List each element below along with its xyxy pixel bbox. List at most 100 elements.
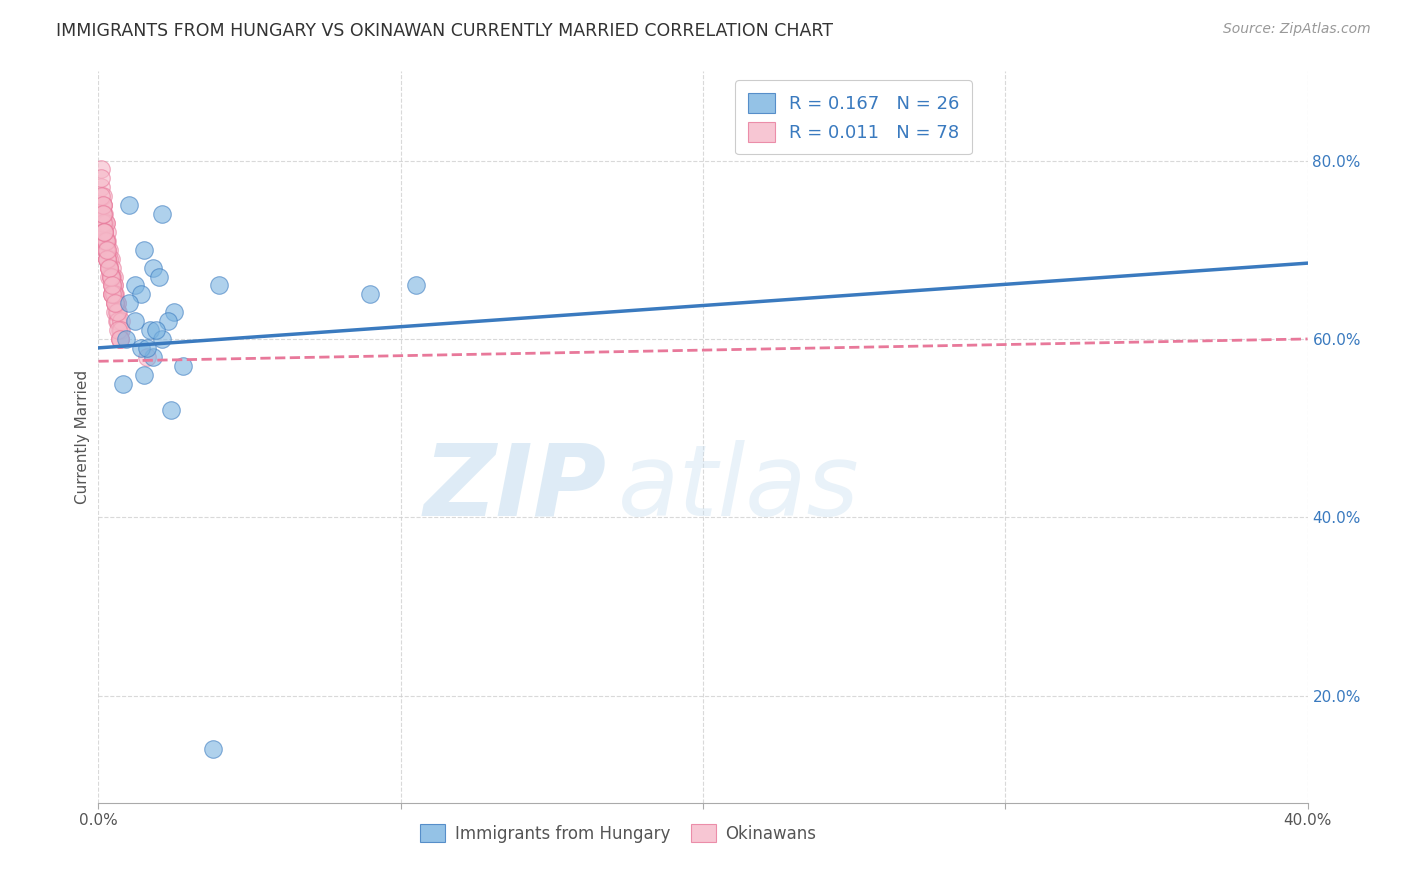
Point <box>132 368 155 382</box>
Point <box>93 216 115 230</box>
Point <box>108 323 131 337</box>
Point <box>118 296 141 310</box>
Point <box>108 332 131 346</box>
Point <box>135 350 157 364</box>
Point <box>100 269 122 284</box>
Point <box>93 225 115 239</box>
Point <box>96 252 118 266</box>
Text: IMMIGRANTS FROM HUNGARY VS OKINAWAN CURRENTLY MARRIED CORRELATION CHART: IMMIGRANTS FROM HUNGARY VS OKINAWAN CURR… <box>56 22 834 40</box>
Point <box>91 207 114 221</box>
Point <box>114 332 136 346</box>
Point <box>98 260 121 275</box>
Point <box>98 260 121 275</box>
Point <box>96 252 118 266</box>
Legend: Immigrants from Hungary, Okinawans: Immigrants from Hungary, Okinawans <box>413 817 823 849</box>
Point <box>100 269 122 284</box>
Point <box>142 350 165 364</box>
Point <box>118 198 141 212</box>
Point <box>103 278 125 293</box>
Point <box>100 269 122 284</box>
Point <box>101 278 124 293</box>
Point <box>108 332 131 346</box>
Point <box>129 287 152 301</box>
Point <box>163 305 186 319</box>
Point <box>91 189 114 203</box>
Point <box>96 243 118 257</box>
Point <box>93 225 115 239</box>
Point <box>94 234 117 248</box>
Point <box>202 742 225 756</box>
Point <box>98 252 121 266</box>
Point <box>96 252 118 266</box>
Point <box>103 269 125 284</box>
Point <box>142 260 165 275</box>
Point <box>132 243 155 257</box>
Point <box>93 234 115 248</box>
Point <box>124 278 146 293</box>
Point <box>91 198 114 212</box>
Point <box>94 216 117 230</box>
Point <box>110 323 132 337</box>
Point <box>98 260 121 275</box>
Point <box>96 243 118 257</box>
Point <box>135 341 157 355</box>
Point <box>124 314 146 328</box>
Point <box>208 278 231 293</box>
Point <box>91 207 114 221</box>
Point <box>100 269 122 284</box>
Point <box>94 234 117 248</box>
Point <box>103 278 125 293</box>
Point <box>96 234 118 248</box>
Point <box>156 314 179 328</box>
Point <box>103 287 125 301</box>
Point <box>108 332 131 346</box>
Text: Source: ZipAtlas.com: Source: ZipAtlas.com <box>1223 22 1371 37</box>
Y-axis label: Currently Married: Currently Married <box>75 370 90 504</box>
Point <box>129 341 152 355</box>
Point <box>150 207 173 221</box>
Point <box>93 225 115 239</box>
Point <box>101 287 124 301</box>
Point <box>98 260 121 275</box>
Point <box>90 189 112 203</box>
Point <box>98 269 121 284</box>
Point <box>90 180 112 194</box>
Point <box>107 314 129 328</box>
Point <box>104 305 127 319</box>
Point <box>104 296 127 310</box>
Point <box>91 198 114 212</box>
Point <box>101 278 124 293</box>
Text: atlas: atlas <box>619 440 860 537</box>
Point <box>98 243 121 257</box>
Point <box>360 287 382 301</box>
Point <box>107 323 129 337</box>
Point <box>103 287 125 301</box>
Point <box>94 216 117 230</box>
Point <box>100 252 122 266</box>
Point <box>105 296 128 310</box>
Point <box>104 296 127 310</box>
Point <box>105 305 128 319</box>
Point <box>148 269 170 284</box>
Point <box>94 243 117 257</box>
Point <box>96 252 118 266</box>
Point <box>101 287 124 301</box>
Point <box>91 198 114 212</box>
Point <box>94 243 117 257</box>
Point <box>150 332 173 346</box>
Point <box>145 323 167 337</box>
Point <box>110 314 132 328</box>
Point <box>90 207 112 221</box>
Point <box>90 162 112 177</box>
Point <box>101 269 124 284</box>
Point <box>94 234 117 248</box>
Point <box>96 225 118 239</box>
Point <box>91 216 114 230</box>
Text: ZIP: ZIP <box>423 440 606 537</box>
Point <box>90 171 112 186</box>
Point <box>111 376 134 391</box>
Point <box>104 296 127 310</box>
Point <box>104 287 127 301</box>
Point <box>101 287 124 301</box>
Point <box>160 403 183 417</box>
